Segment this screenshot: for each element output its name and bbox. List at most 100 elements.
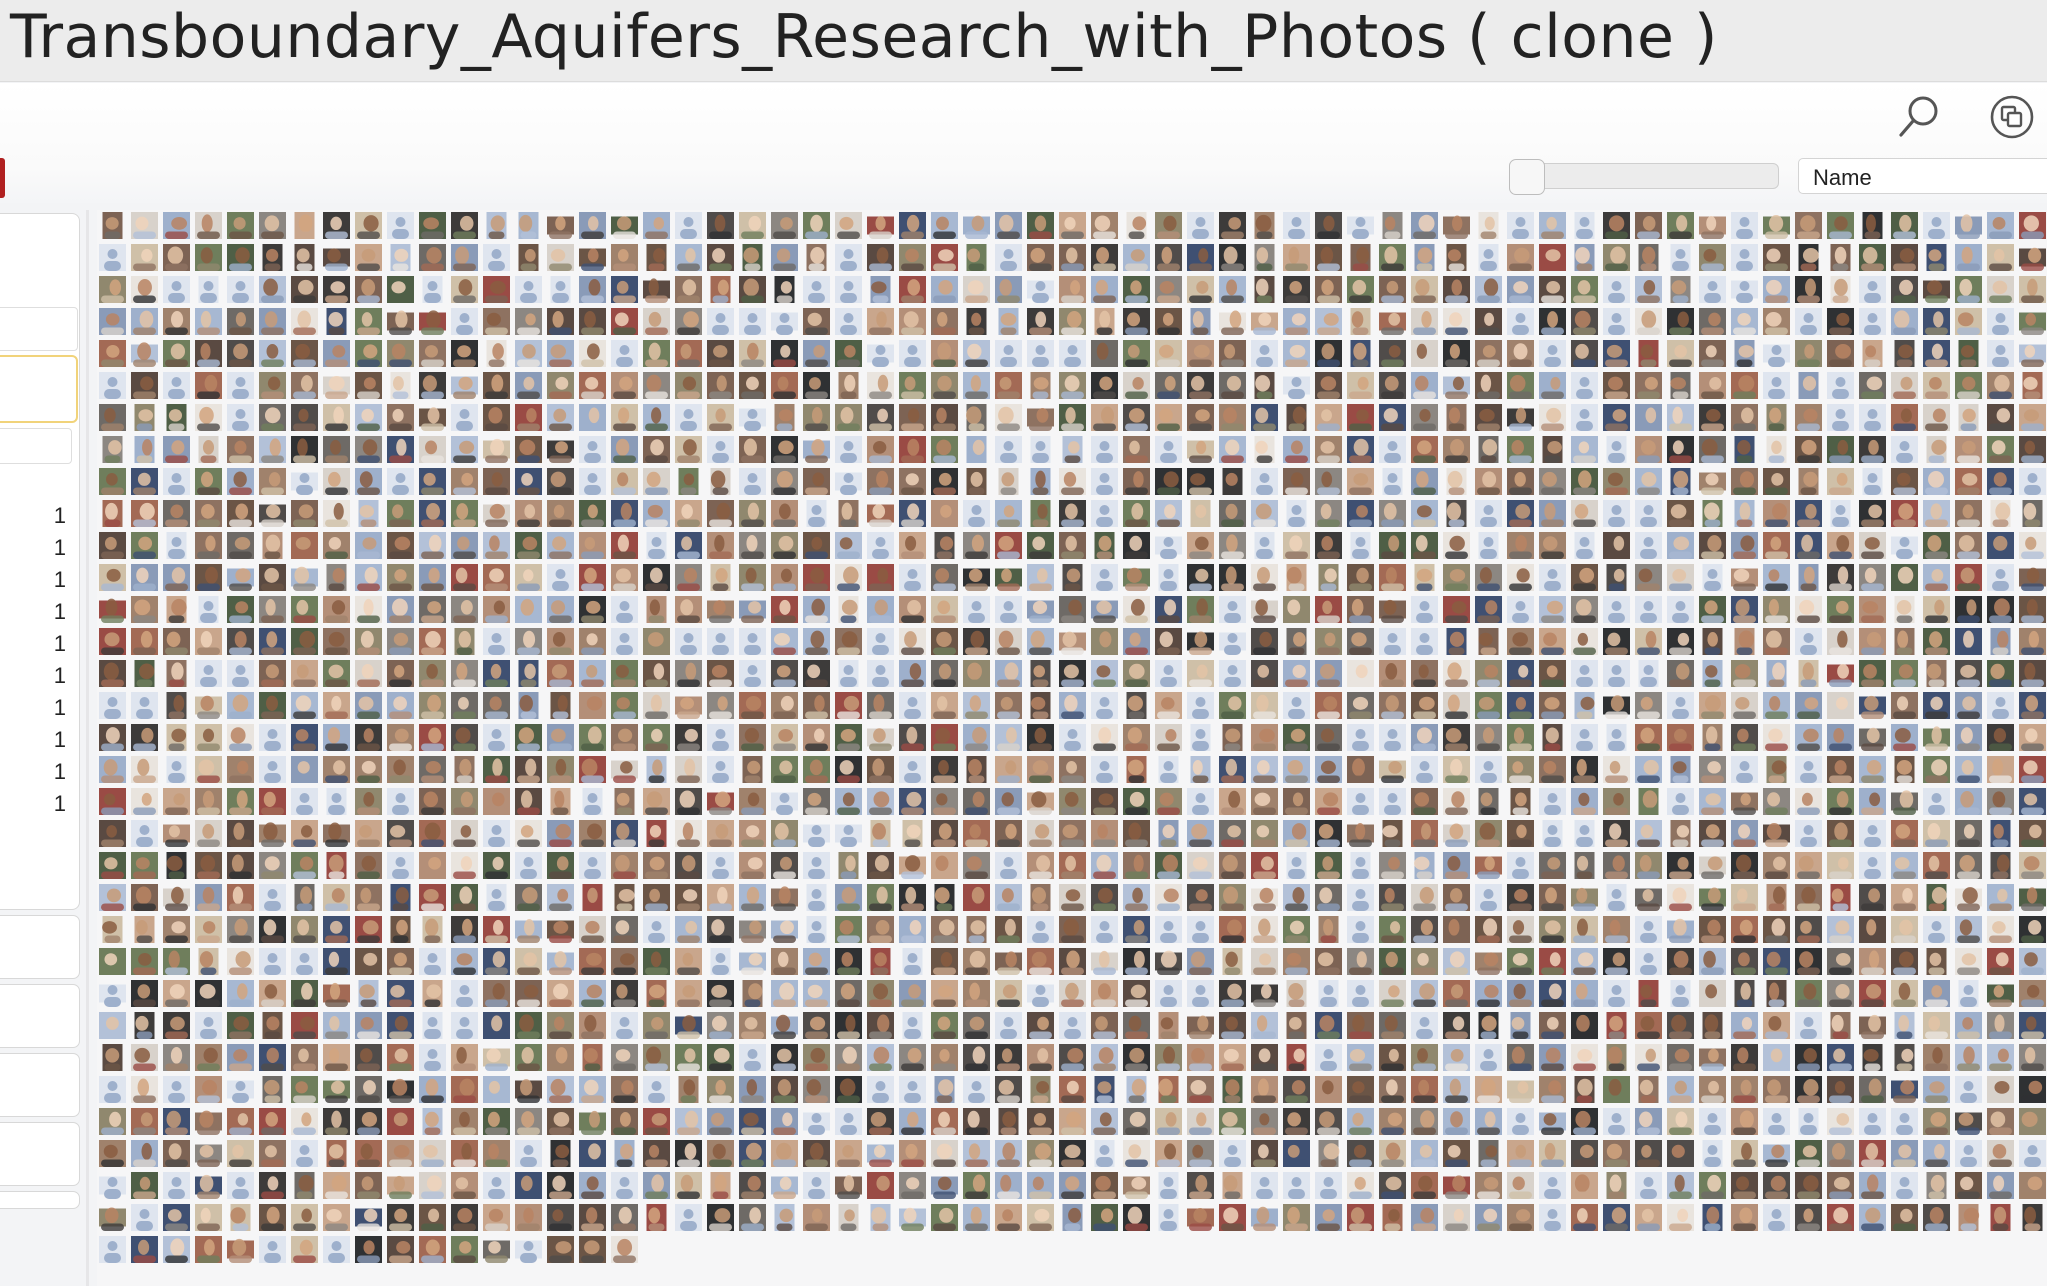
photo-thumbnail[interactable] (1923, 756, 1950, 783)
photo-thumbnail[interactable] (1795, 628, 1822, 655)
photo-thumbnail[interactable] (291, 916, 318, 943)
photo-thumbnail[interactable] (515, 532, 542, 559)
photo-thumbnail[interactable] (1987, 596, 2014, 623)
photo-thumbnail[interactable] (163, 886, 190, 911)
photo-thumbnail[interactable] (1539, 692, 1566, 719)
photo-thumbnail[interactable] (1763, 344, 1790, 368)
photo-thumbnail[interactable] (1283, 596, 1310, 623)
photo-thumbnail[interactable] (1827, 852, 1854, 879)
photo-thumbnail[interactable] (995, 532, 1022, 559)
photo-thumbnail[interactable] (995, 1204, 1022, 1231)
photo-thumbnail[interactable] (899, 340, 926, 367)
photo-thumbnail[interactable] (1990, 852, 2011, 879)
photo-thumbnail[interactable] (1955, 276, 1982, 303)
photo-thumbnail[interactable] (1891, 884, 1918, 911)
photo-thumbnail[interactable] (1603, 948, 1630, 975)
photo-thumbnail[interactable] (1411, 916, 1438, 943)
photo-thumbnail[interactable] (99, 984, 126, 1008)
photo-thumbnail[interactable] (1734, 340, 1755, 367)
photo-thumbnail[interactable] (1635, 852, 1662, 879)
photo-thumbnail[interactable] (419, 660, 446, 687)
photo-thumbnail[interactable] (1283, 1204, 1310, 1231)
photo-thumbnail[interactable] (611, 532, 638, 559)
photo-thumbnail[interactable] (1443, 308, 1470, 335)
photo-thumbnail[interactable] (1062, 564, 1083, 591)
photo-thumbnail[interactable] (1187, 596, 1214, 623)
photo-thumbnail[interactable] (1027, 532, 1054, 559)
photo-thumbnail[interactable] (131, 788, 158, 815)
photo-thumbnail[interactable] (1027, 791, 1054, 815)
photo-thumbnail[interactable] (1862, 1044, 1883, 1071)
photo-thumbnail[interactable] (899, 724, 926, 751)
photo-thumbnail[interactable] (867, 916, 894, 943)
photo-thumbnail[interactable] (419, 884, 446, 911)
photo-thumbnail[interactable] (451, 212, 478, 239)
photo-thumbnail[interactable] (899, 532, 926, 559)
photo-thumbnail[interactable] (1603, 212, 1630, 239)
photo-thumbnail[interactable] (1187, 631, 1214, 655)
photo-thumbnail[interactable] (1315, 724, 1342, 751)
photo-thumbnail[interactable] (835, 884, 862, 911)
photo-thumbnail[interactable] (1987, 660, 2014, 687)
photo-thumbnail[interactable] (323, 628, 350, 655)
photo-thumbnail[interactable] (195, 820, 222, 847)
photo-thumbnail[interactable] (99, 1012, 126, 1039)
photo-thumbnail[interactable] (867, 852, 894, 879)
photo-thumbnail[interactable] (1830, 500, 1851, 527)
photo-thumbnail[interactable] (643, 340, 670, 367)
photo-thumbnail[interactable] (259, 1236, 286, 1263)
photo-thumbnail[interactable] (1827, 1108, 1854, 1135)
thumbnail-size-slider[interactable] (1509, 159, 1779, 195)
photo-thumbnail[interactable] (1731, 1204, 1758, 1231)
photo-thumbnail[interactable] (1891, 468, 1918, 495)
photo-thumbnail[interactable] (1411, 1012, 1438, 1039)
photo-thumbnail[interactable] (1379, 312, 1406, 336)
photo-thumbnail[interactable] (1827, 788, 1854, 815)
photo-thumbnail[interactable] (1315, 660, 1342, 687)
photo-thumbnail[interactable] (195, 372, 222, 399)
photo-thumbnail[interactable] (1315, 1044, 1342, 1071)
photo-thumbnail[interactable] (131, 1044, 158, 1071)
photo-thumbnail[interactable] (1955, 948, 1982, 975)
photo-thumbnail[interactable] (195, 756, 222, 783)
photo-thumbnail[interactable] (1763, 500, 1790, 527)
photo-thumbnail[interactable] (803, 788, 830, 815)
photo-thumbnail[interactable] (966, 468, 987, 495)
photo-thumbnail[interactable] (1155, 628, 1182, 655)
photo-thumbnail[interactable] (1091, 628, 1118, 655)
photo-thumbnail[interactable] (195, 1110, 222, 1135)
photo-thumbnail[interactable] (1603, 500, 1630, 527)
photo-thumbnail[interactable] (195, 1174, 222, 1199)
photo-thumbnail[interactable] (643, 436, 670, 463)
photo-thumbnail[interactable] (1219, 820, 1246, 847)
photo-thumbnail[interactable] (1827, 980, 1854, 1007)
photo-thumbnail[interactable] (1251, 660, 1278, 687)
photo-thumbnail[interactable] (1027, 308, 1054, 335)
photo-thumbnail[interactable] (1059, 340, 1086, 367)
photo-thumbnail[interactable] (419, 340, 446, 367)
photo-thumbnail[interactable] (1123, 500, 1150, 527)
photo-thumbnail[interactable] (99, 468, 126, 495)
photo-thumbnail[interactable] (1219, 692, 1246, 719)
photo-thumbnail[interactable] (934, 884, 955, 911)
photo-thumbnail[interactable] (291, 820, 318, 847)
photo-thumbnail[interactable] (579, 980, 606, 1007)
photo-thumbnail[interactable] (1219, 596, 1246, 623)
photo-thumbnail[interactable] (867, 660, 894, 687)
photo-thumbnail[interactable] (1539, 852, 1566, 879)
photo-thumbnail[interactable] (1347, 404, 1374, 431)
photo-thumbnail[interactable] (1699, 980, 1726, 1007)
photo-thumbnail[interactable] (1731, 244, 1758, 271)
photo-thumbnail[interactable] (902, 1012, 923, 1039)
photo-thumbnail[interactable] (195, 628, 222, 655)
photo-thumbnail[interactable] (1315, 948, 1342, 975)
photo-thumbnail[interactable] (1187, 1044, 1214, 1071)
photo-thumbnail[interactable] (1574, 1076, 1595, 1103)
photo-thumbnail[interactable] (1286, 1044, 1307, 1071)
photo-thumbnail[interactable] (899, 308, 926, 335)
photo-thumbnail[interactable] (1507, 212, 1534, 239)
photo-thumbnail[interactable] (1987, 1108, 2014, 1135)
photo-thumbnail[interactable] (195, 660, 222, 687)
photo-thumbnail[interactable] (1539, 596, 1566, 623)
photo-thumbnail[interactable] (1443, 1044, 1470, 1071)
